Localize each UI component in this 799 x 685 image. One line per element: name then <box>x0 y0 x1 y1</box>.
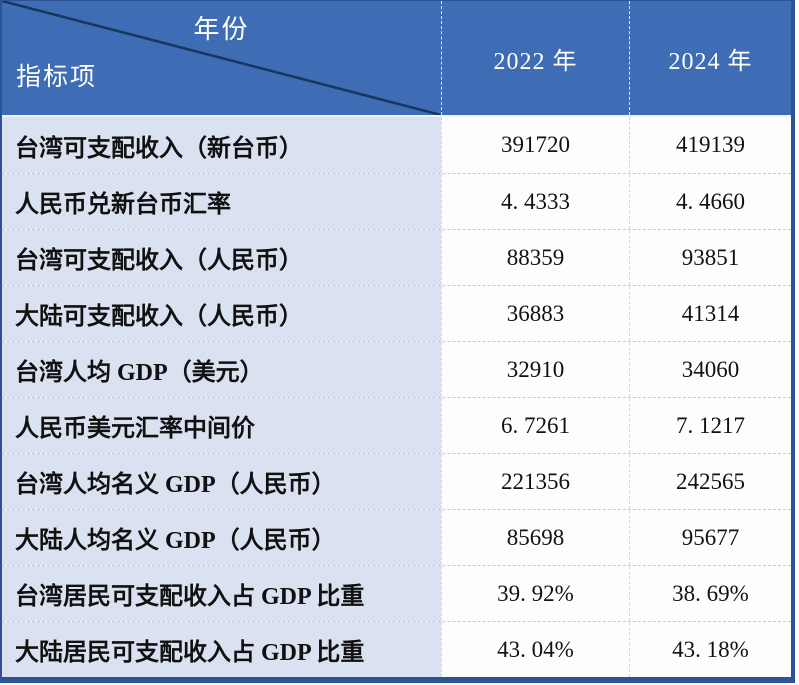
value-2024-cell: 41314 <box>629 286 791 341</box>
table-row: 大陆人均名义 GDP（人民币） 85698 95677 <box>2 509 791 565</box>
value-2024-cell: 34060 <box>629 342 791 397</box>
table-row: 台湾可支配收入（人民币） 88359 93851 <box>2 229 791 285</box>
table-row: 人民币兑新台币汇率 4. 4333 4. 4660 <box>2 173 791 229</box>
indicator-label-cell: 大陆居民可支配收入占 GDP 比重 <box>2 622 441 677</box>
table-header: 年份 指标项 2022 年 2024 年 <box>2 1 791 117</box>
table-row: 人民币美元汇率中间价 6. 7261 7. 1217 <box>2 397 791 453</box>
indicator-label-cell: 台湾可支配收入（新台币） <box>2 117 441 173</box>
table-row: 台湾人均名义 GDP（人民币） 221356 242565 <box>2 453 791 509</box>
value-2024-cell: 242565 <box>629 454 791 509</box>
value-2024-cell: 419139 <box>629 117 791 173</box>
value-2022-cell: 88359 <box>441 230 629 285</box>
value-2022-cell: 32910 <box>441 342 629 397</box>
table-row: 大陆居民可支配收入占 GDP 比重 43. 04% 43. 18% <box>2 621 791 677</box>
column-axis-label: 年份 <box>193 15 250 44</box>
table-row: 大陆可支配收入（人民币） 36883 41314 <box>2 285 791 341</box>
indicator-label-cell: 台湾人均 GDP（美元） <box>2 342 441 397</box>
value-2024-cell: 93851 <box>629 230 791 285</box>
value-2024-cell: 95677 <box>629 510 791 565</box>
table-row: 台湾人均 GDP（美元） 32910 34060 <box>2 341 791 397</box>
column-header-2022: 2022 年 <box>441 1 629 115</box>
value-2024-cell: 38. 69% <box>629 566 791 621</box>
value-2022-cell: 4. 4333 <box>441 174 629 229</box>
corner-header-cell: 年份 指标项 <box>2 1 441 115</box>
value-2024-cell: 7. 1217 <box>629 398 791 453</box>
indicator-label-cell: 台湾人均名义 GDP（人民币） <box>2 454 441 509</box>
diagonal-divider-line <box>2 1 441 115</box>
indicator-label-cell: 大陆人均名义 GDP（人民币） <box>2 510 441 565</box>
indicator-label-cell: 大陆可支配收入（人民币） <box>2 286 441 341</box>
table-row: 台湾可支配收入（新台币） 391720 419139 <box>2 117 791 173</box>
value-2022-cell: 36883 <box>441 286 629 341</box>
value-2022-cell: 39. 92% <box>441 566 629 621</box>
value-2022-cell: 221356 <box>441 454 629 509</box>
value-2024-cell: 4. 4660 <box>629 174 791 229</box>
column-header-2024: 2024 年 <box>629 1 791 115</box>
value-2024-cell: 43. 18% <box>629 622 791 677</box>
indicator-label-cell: 人民币兑新台币汇率 <box>2 174 441 229</box>
table-row: 台湾居民可支配收入占 GDP 比重 39. 92% 38. 69% <box>2 565 791 621</box>
value-2022-cell: 391720 <box>441 117 629 173</box>
table-body: 台湾可支配收入（新台币） 391720 419139 人民币兑新台币汇率 4. … <box>2 117 791 677</box>
row-axis-label: 指标项 <box>16 64 98 91</box>
value-2022-cell: 43. 04% <box>441 622 629 677</box>
indicator-label-cell: 台湾居民可支配收入占 GDP 比重 <box>2 566 441 621</box>
indicator-label-cell: 人民币美元汇率中间价 <box>2 398 441 453</box>
value-2022-cell: 6. 7261 <box>441 398 629 453</box>
indicator-label-cell: 台湾可支配收入（人民币） <box>2 230 441 285</box>
value-2022-cell: 85698 <box>441 510 629 565</box>
